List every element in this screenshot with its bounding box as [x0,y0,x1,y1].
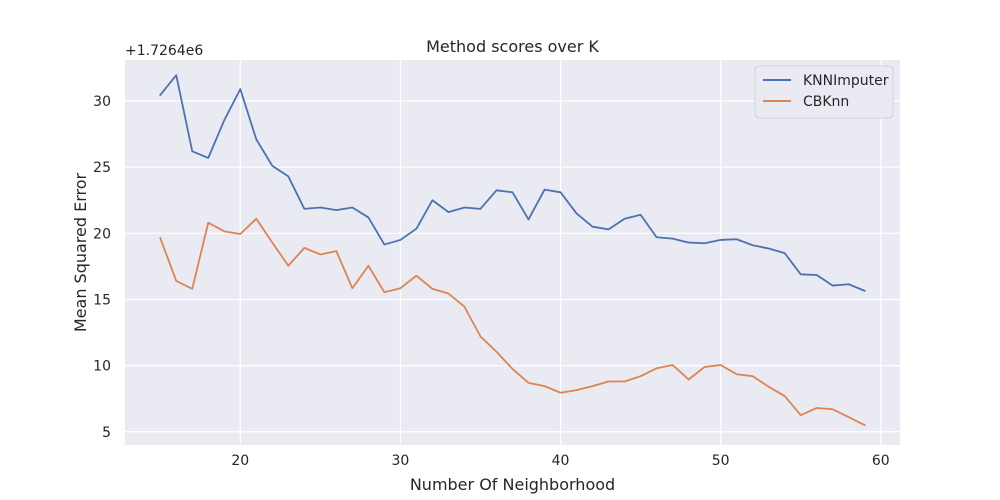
plot-area [125,60,900,445]
y-tick-label: 5 [102,425,111,441]
y-tick-labels: 5 10 15 20 25 30 [93,94,111,441]
y-tick-label: 25 [93,160,111,176]
y-tick-label: 30 [93,94,111,110]
series-line-cbknn [159,217,866,427]
x-tick-labels: 20 30 40 50 60 [231,453,889,469]
x-tick-label: 30 [391,453,409,469]
chart-title: Method scores over K [426,37,599,56]
x-tick-label: 20 [231,453,249,469]
series-line-knnimputer [159,74,866,292]
x-tick-label: 60 [872,453,890,469]
legend-label-knnimputer: KNNImputer [803,73,889,89]
y-offset-label: +1.7264e6 [125,43,203,59]
x-axis-label: Number Of Neighborhood [410,475,615,494]
legend: KNNImputer CBKnn [754,65,894,119]
x-tick-label: 40 [552,453,570,469]
y-tick-label: 20 [93,226,111,242]
series-layer [159,74,866,427]
x-tick-label: 50 [712,453,730,469]
y-tick-label: 15 [93,292,111,308]
y-tick-label: 10 [93,359,111,375]
y-axis-label: Mean Squared Error [71,172,90,332]
legend-label-cbknn: CBKnn [803,94,849,110]
